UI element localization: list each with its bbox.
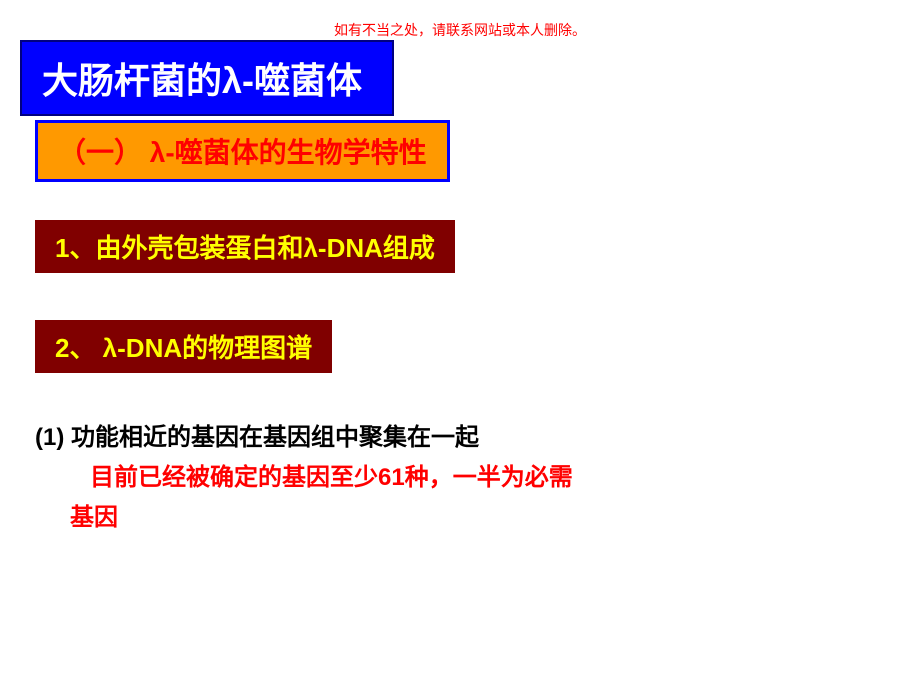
point-1: 1、由外壳包装蛋白和λ-DNA组成 xyxy=(35,220,455,273)
section-subtitle: （一） λ-噬菌体的生物学特性 xyxy=(35,120,450,182)
body-line-3: 基因 xyxy=(35,500,880,536)
body-line-2: 目前已经被确定的基因至少61种，一半为必需 xyxy=(35,460,880,496)
point-2: 2、 λ-DNA的物理图谱 xyxy=(35,320,332,373)
body-line-1: (1) 功能相近的基因在基因组中聚集在一起 xyxy=(35,420,880,456)
main-title: 大肠杆菌的λ-噬菌体 xyxy=(20,40,394,116)
disclaimer-text: 如有不当之处，请联系网站或本人删除。 xyxy=(0,20,920,40)
